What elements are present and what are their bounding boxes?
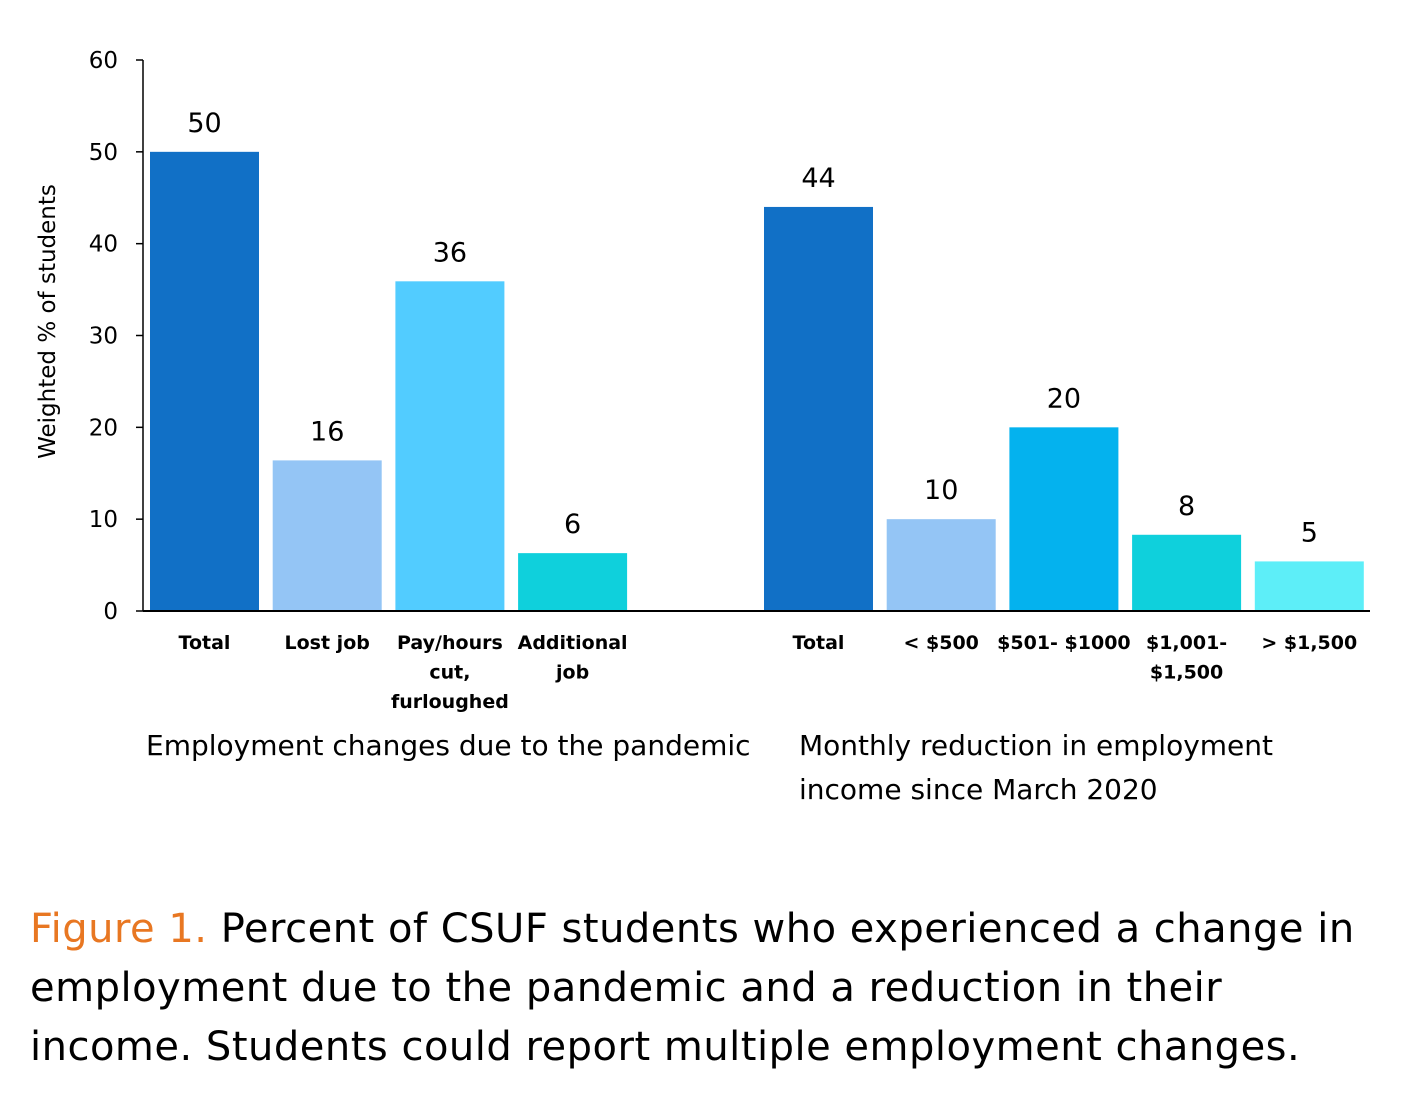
data-label: 10 [924,475,958,506]
data-label: 44 [801,163,835,194]
category-label: $1,500 [1150,662,1223,684]
data-label: 36 [433,237,467,268]
y-axis: 0 10 20 30 40 50 60 Weighted % of students [35,48,144,625]
category-labels: Total Lost job Pay/hours cut, furloughed Addi… [146,632,1357,806]
y-tick-label: 30 [89,324,118,350]
category-label: job [555,662,589,684]
bars: 50 16 36 6 44 10 20 8 5 [150,108,1364,612]
caption-text: Percent of CSUF students who experienced… [30,906,1355,1070]
figure-caption: Figure 1. Percent of CSUF students who e… [30,900,1380,1077]
group-label: Monthly reduction in employment [799,729,1273,762]
category-label: Pay/hours [397,632,503,654]
bar-chart: 0 10 20 30 40 50 60 Weighted % of students 50 16… [35,48,1370,806]
y-tick-label: 60 [89,48,118,74]
bar [518,553,628,611]
category-label: > $1,500 [1261,632,1357,654]
data-label: 20 [1047,383,1081,414]
y-tick-label: 10 [89,507,118,533]
figure-number: Figure 1. [30,906,208,952]
bar [764,206,873,611]
category-label: Total [179,632,231,654]
category-label: < $500 [903,632,978,654]
bar [395,281,505,611]
bar [1009,427,1119,611]
bar [272,460,382,611]
data-label: 5 [1301,517,1318,548]
category-label: $1,001- [1146,632,1227,654]
data-label: 6 [564,509,581,540]
y-tick-label: 0 [103,599,118,625]
category-label: Total [793,632,845,654]
category-label: furloughed [391,691,509,713]
data-label: 8 [1178,491,1195,522]
group-label: Employment changes due to the pandemic [146,729,751,762]
bar [150,151,259,612]
group-label: income since March 2020 [799,773,1158,806]
bar [1254,561,1364,611]
category-label: Lost job [285,632,370,654]
data-label: 50 [187,108,221,139]
y-tick-label: 50 [89,140,118,166]
category-label: cut, [429,662,470,684]
bar [886,519,996,611]
category-label: $501- $1000 [997,632,1130,654]
y-axis-title: Weighted % of students [35,184,61,459]
y-tick-label: 20 [89,415,118,441]
data-label: 16 [310,416,344,447]
category-label: Additional [518,632,628,654]
bar [1132,534,1242,611]
y-tick-label: 40 [89,232,118,258]
